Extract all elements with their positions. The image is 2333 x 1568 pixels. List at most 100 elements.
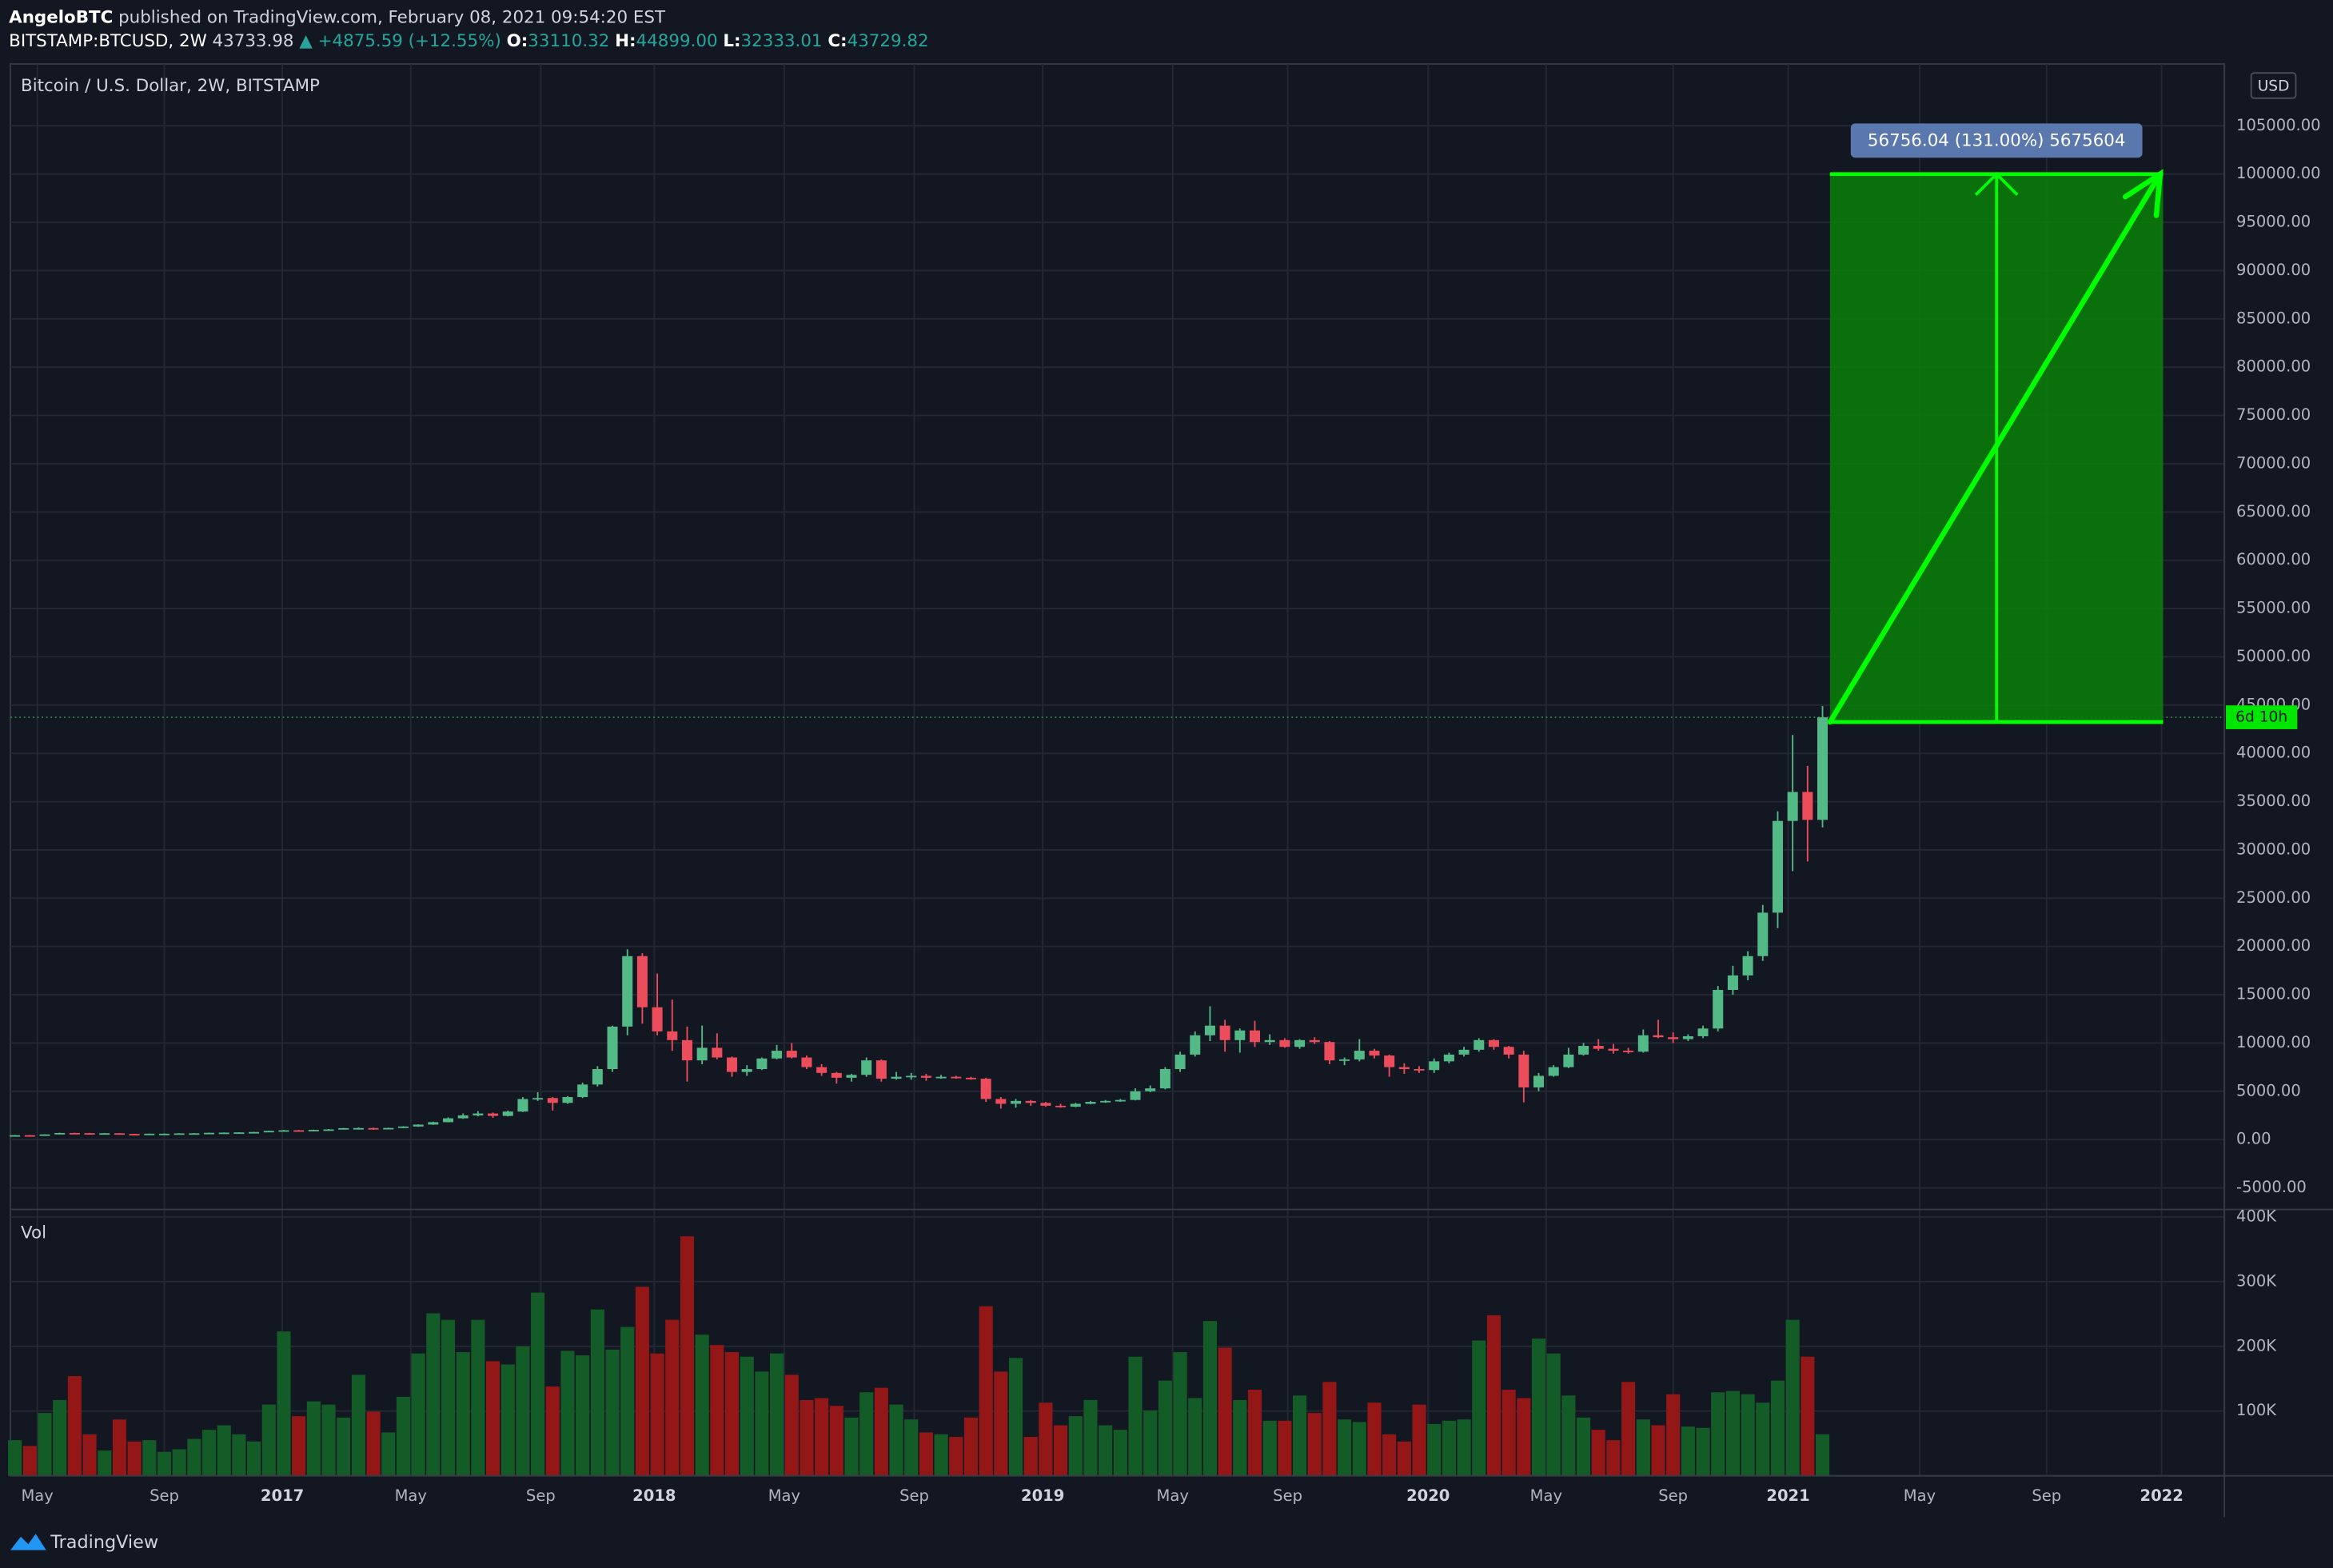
volume-bar (1367, 1402, 1382, 1476)
volume-bar (1352, 1422, 1366, 1476)
candle-body (577, 1084, 588, 1098)
candle-body (10, 1135, 21, 1137)
candle-body (1682, 1035, 1693, 1039)
candle-body (517, 1099, 528, 1112)
candle-body (413, 1124, 424, 1127)
volume-bar (1307, 1413, 1322, 1476)
volume-bar (889, 1404, 903, 1476)
candle-body (1190, 1035, 1201, 1055)
symbol: BITSTAMP:BTCUSD, 2W (9, 31, 207, 51)
y-tick-label: 105000.00 (2236, 116, 2321, 134)
volume-tick-label: 200K (2236, 1336, 2277, 1355)
volume-bar (217, 1425, 231, 1476)
volume-bar (1113, 1430, 1127, 1476)
candle-body (114, 1133, 125, 1135)
x-tick-label: May (1157, 1486, 1189, 1505)
x-tick-label: May (768, 1486, 800, 1505)
volume-bar (396, 1396, 411, 1476)
candle-body (144, 1133, 155, 1135)
currency-box[interactable] (2250, 72, 2297, 99)
volume-bar (1666, 1394, 1681, 1476)
volume-bar (1322, 1382, 1337, 1476)
plot: 56756.04 (131.00%) 5675604 (8, 123, 2225, 1476)
volume-bar (500, 1364, 515, 1476)
volume-bar (67, 1376, 82, 1476)
volume-bar (127, 1441, 142, 1476)
volume-bar (979, 1306, 993, 1476)
volume-bar (1128, 1356, 1143, 1476)
volume-bar (650, 1353, 664, 1476)
candle-body (1339, 1059, 1350, 1061)
volume-bar (142, 1440, 157, 1476)
x-tick-label: May (1530, 1486, 1562, 1505)
volume-bar (994, 1371, 1008, 1476)
volume-bar (963, 1417, 979, 1476)
open: 33110.32 (528, 31, 609, 51)
published: published on TradingView.com, February 0… (118, 7, 666, 27)
candle-body (906, 1075, 917, 1078)
x-tick-label: May (395, 1486, 427, 1505)
volume-bar (112, 1419, 126, 1476)
candle-body (1608, 1048, 1619, 1051)
candle-body (935, 1076, 947, 1079)
volume-bar (1770, 1380, 1785, 1476)
candle-body (263, 1131, 274, 1133)
countdown: 6d 10h (2235, 709, 2287, 726)
volume-bar (1158, 1380, 1172, 1476)
volume-bar (1442, 1420, 1456, 1476)
candle-body (1070, 1103, 1081, 1107)
candle-body (323, 1129, 334, 1131)
volume-bar (1606, 1440, 1621, 1476)
volume-bar (576, 1355, 590, 1476)
volume-bar (545, 1386, 560, 1476)
candle-body (1668, 1037, 1679, 1039)
y-tick-label: 25000.00 (2236, 888, 2311, 907)
candle-body (1727, 975, 1738, 991)
volume-bar (665, 1319, 680, 1476)
volume-bar (1068, 1416, 1083, 1476)
y-tick-label: 95000.00 (2236, 213, 2311, 231)
volume-bar (306, 1401, 321, 1476)
candle-body (1563, 1054, 1574, 1067)
candle-body (1593, 1046, 1604, 1049)
grid (10, 64, 2225, 1476)
volume-bar (815, 1398, 829, 1476)
volume-bar (740, 1356, 754, 1476)
y-tick-label: 60000.00 (2236, 550, 2311, 569)
volume-bar (277, 1331, 291, 1476)
candle-body (99, 1133, 110, 1135)
high: 44899.00 (636, 31, 718, 51)
x-tick-label: 2019 (1021, 1486, 1064, 1505)
volume-bar (1397, 1441, 1411, 1476)
candle-body (189, 1133, 200, 1135)
candle-body (1085, 1102, 1096, 1104)
l-label: L: (723, 31, 740, 51)
volume-bar (1501, 1390, 1516, 1476)
volume-bar (1636, 1419, 1650, 1476)
candle-body (696, 1047, 708, 1061)
candle-body (249, 1131, 260, 1134)
y-tick-label: -5000.00 (2236, 1178, 2307, 1196)
candle-body (1130, 1091, 1141, 1100)
candle-body (204, 1132, 215, 1135)
volume-bar (247, 1441, 261, 1476)
volume-bar (1711, 1392, 1725, 1476)
candle-body (786, 1051, 797, 1058)
volume-bar (784, 1374, 799, 1476)
volume-bar (471, 1319, 485, 1476)
candle-body (158, 1133, 169, 1135)
x-tick-label: Sep (2032, 1486, 2061, 1505)
candle-body (831, 1072, 842, 1078)
volume-bar (1008, 1358, 1023, 1476)
candle-body (1817, 717, 1829, 820)
y-tick-label: 30000.00 (2236, 840, 2311, 858)
volume-bar (232, 1434, 246, 1476)
volume-bar (1785, 1319, 1800, 1476)
candle-body (54, 1132, 66, 1135)
volume-bar (201, 1430, 217, 1476)
header-line-1: AngeloBTC published on TradingView.com, … (9, 7, 666, 27)
tradingview-logo (10, 1534, 46, 1550)
volume-bar (98, 1450, 112, 1476)
candle-body (278, 1130, 289, 1132)
candle-body (1384, 1055, 1395, 1067)
